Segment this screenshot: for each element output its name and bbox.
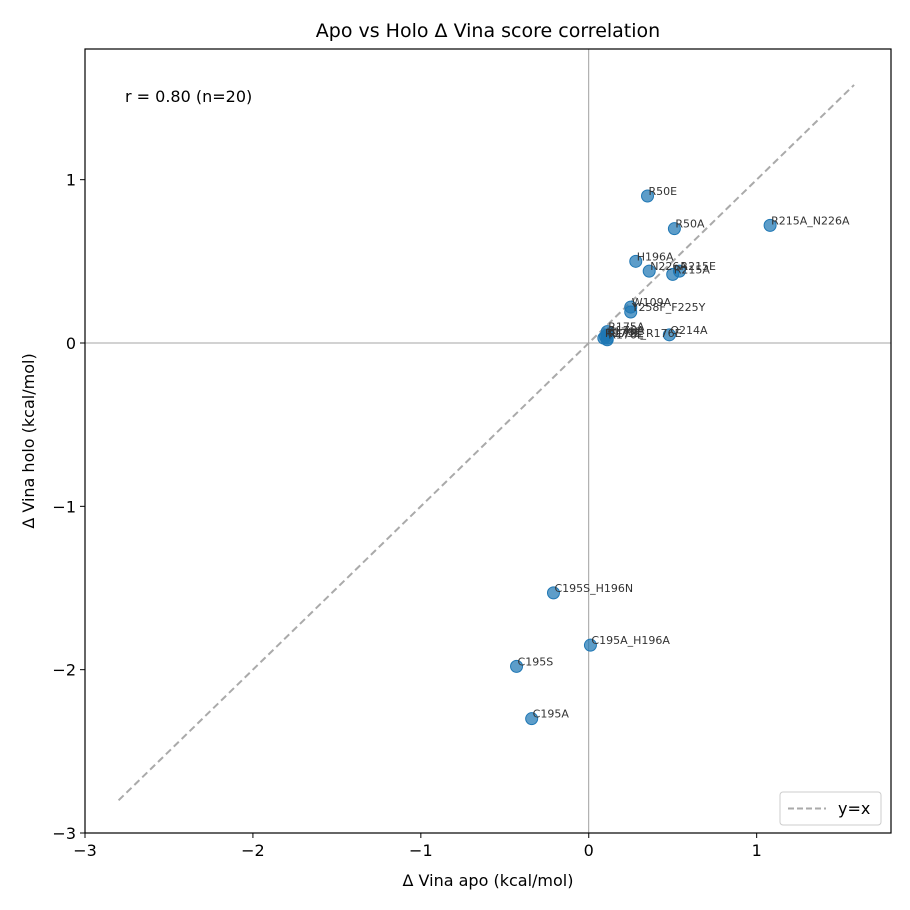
point-label: R176E xyxy=(608,329,644,342)
chart-title: Apo vs Holo Δ Vina score correlation xyxy=(316,20,660,42)
x-tick-label: 0 xyxy=(584,841,594,860)
point-label: R215E xyxy=(680,260,716,273)
data-point xyxy=(629,254,643,268)
y-axis-ticks: −3 −2 −1 0 1 xyxy=(52,171,85,843)
y-tick-label: −2 xyxy=(52,661,76,680)
data-point xyxy=(666,267,680,281)
x-tick-label: −2 xyxy=(241,841,265,860)
data-point xyxy=(583,638,597,652)
x-axis-label: Δ Vina apo (kcal/mol) xyxy=(403,871,574,890)
zero-lines xyxy=(85,49,891,833)
data-point xyxy=(662,328,676,342)
point-label: R215A xyxy=(674,263,711,276)
point-label: R176A xyxy=(608,324,645,337)
point-label: C195A xyxy=(533,708,570,721)
point-label: K178E xyxy=(607,325,642,338)
point-label: N226A xyxy=(650,260,687,273)
data-points xyxy=(510,189,777,726)
point-label: R175A xyxy=(608,321,645,334)
point-label: C195S xyxy=(518,655,554,668)
point-label: W109A xyxy=(632,296,672,309)
point-label: C195S_H196N xyxy=(554,582,633,595)
correlation-annotation: r = 0.80 (n=20) xyxy=(125,87,252,106)
data-point xyxy=(546,586,560,600)
reference-line xyxy=(117,84,855,802)
legend: y=x xyxy=(779,791,882,826)
point-label: R175E_R176E xyxy=(605,327,682,340)
plot-frame xyxy=(84,48,892,834)
data-point xyxy=(525,712,539,726)
data-point xyxy=(624,305,638,319)
y-tick-label: 1 xyxy=(66,171,76,190)
data-point xyxy=(597,331,611,345)
identity-line xyxy=(117,84,855,802)
point-label: Q214A xyxy=(670,324,708,337)
y-tick-label: 0 xyxy=(66,334,76,353)
data-point xyxy=(641,189,655,203)
plot-area xyxy=(85,49,891,833)
legend-box xyxy=(779,791,882,826)
y-tick-label: −3 xyxy=(52,824,76,843)
x-axis-ticks: −3 −2 −1 0 1 xyxy=(73,833,762,860)
data-point xyxy=(763,218,777,232)
point-label: C195A_H196A xyxy=(591,634,670,647)
x-tick-label: −1 xyxy=(409,841,433,860)
data-point xyxy=(667,222,681,236)
y-tick-label: −1 xyxy=(52,497,76,516)
x-tick-label: 1 xyxy=(752,841,762,860)
point-label: R50E xyxy=(649,185,678,198)
point-label: R215A_N226A xyxy=(771,214,850,227)
point-label: R175E xyxy=(608,327,644,340)
point-label: R50A xyxy=(675,218,705,231)
x-tick-label: −3 xyxy=(73,841,97,860)
data-point xyxy=(642,264,656,278)
point-label: H196A xyxy=(637,250,674,263)
data-point xyxy=(510,659,524,673)
legend-label: y=x xyxy=(838,799,870,818)
y-axis-label: Δ Vina holo (kcal/mol) xyxy=(19,353,38,528)
point-label: Y258F_F225Y xyxy=(631,301,706,314)
